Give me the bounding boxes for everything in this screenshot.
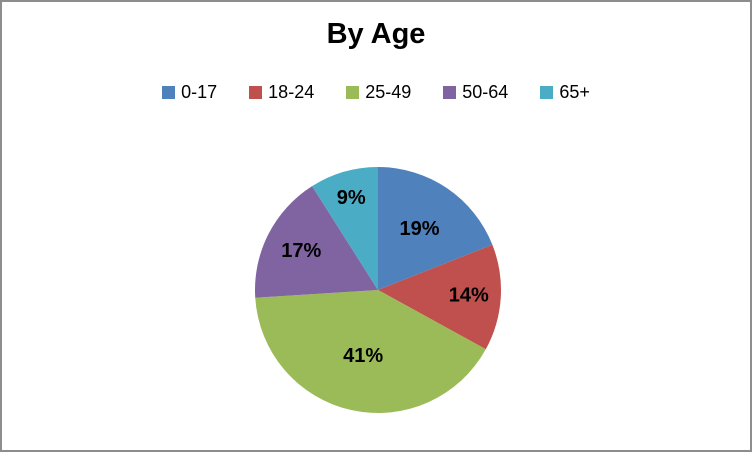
legend-label: 65+ — [559, 82, 590, 102]
legend-item-0-17: 0-17 — [162, 83, 217, 101]
slice-data-label: 9% — [337, 187, 366, 209]
legend-label: 18-24 — [268, 82, 315, 102]
pie-slice-50-64 — [254, 186, 378, 298]
legend-item-25-49: 25-49 — [346, 83, 411, 101]
legend-label: 25-49 — [365, 82, 412, 102]
pie-slice-0-17 — [378, 167, 493, 290]
legend-label: 0-17 — [181, 82, 218, 102]
slice-data-label: 19% — [399, 218, 439, 240]
legend-item-50-64: 50-64 — [443, 83, 508, 101]
legend-swatch-icon — [249, 85, 263, 99]
legend-swatch-icon — [443, 85, 457, 99]
legend-label: 50-64 — [462, 82, 509, 102]
pie-slice-65+ — [312, 167, 378, 290]
pie-slice-25-49 — [255, 290, 486, 414]
slice-data-label: 41% — [343, 345, 383, 367]
legend-swatch-icon — [540, 85, 554, 99]
legend-item-18-24: 18-24 — [249, 83, 314, 101]
chart-title: By Age — [326, 18, 426, 50]
legend-item-65+: 65+ — [540, 83, 590, 101]
slice-data-label: 17% — [281, 240, 321, 262]
pie-slice-18-24 — [378, 244, 502, 350]
legend-swatch-icon — [346, 85, 360, 99]
legend-swatch-icon — [162, 85, 176, 99]
slice-data-label: 14% — [449, 285, 489, 307]
legend: 0-17 18-24 25-49 50-64 65+ — [2, 83, 750, 101]
